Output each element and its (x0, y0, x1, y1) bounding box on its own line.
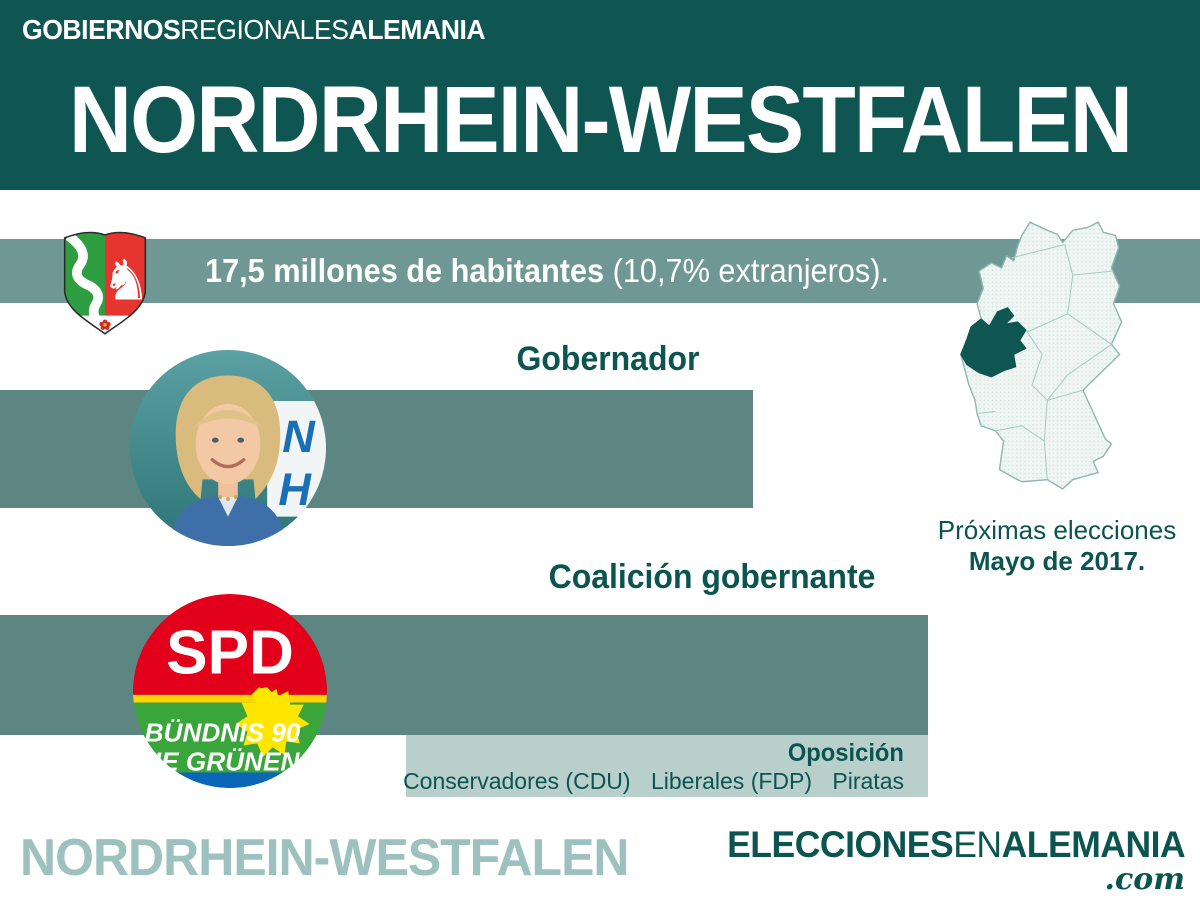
opposition-content: Oposición Conservadores (CDU) Liberales … (403, 739, 904, 795)
header-banner: GOBIERNOSREGIONALESALEMANIA NORDRHEIN-WE… (0, 0, 1200, 190)
opposition-party-cdu: Conservadores (CDU) (403, 768, 631, 794)
opposition-heading: Oposición (787, 739, 904, 767)
next-elections-date: Mayo de 2017. (968, 546, 1146, 576)
shield-outline (63, 231, 147, 335)
governor-photo: N H (130, 350, 326, 546)
governor-heading: Gobernador (516, 340, 700, 378)
necklace (218, 495, 238, 501)
footer-site-name: ELECCIONESENALEMANIA (726, 824, 1186, 866)
site-en: EN (952, 824, 1002, 865)
opposition-band: Oposición Conservadores (CDU) Liberales … (403, 735, 928, 797)
governor-band: Hannelore Kraft (SPD) desde 2010 (0, 390, 753, 878)
germany-map-icon (960, 221, 1123, 490)
next-elections-caption: Próximas elecciones Mayo de 2017. (932, 515, 1182, 577)
governor-portrait-icon: N H (130, 350, 326, 546)
governor-name: Hannelore Kraft (SPD) (0, 795, 306, 836)
population-bold: 17,5 millones de habitantes (205, 252, 605, 289)
population-text: 17,5 millones de habitantes (10,7% extra… (205, 239, 889, 303)
yellow-stripe (133, 694, 327, 703)
next-elections-label: Próximas elecciones (937, 515, 1177, 545)
tagline-regionales: REGIONALES (180, 14, 349, 45)
sunflower-icon (235, 687, 310, 757)
face (195, 403, 261, 485)
site-tld: .com (1104, 862, 1185, 897)
opposition-party-fdp: Liberales (FDP) (650, 768, 813, 794)
footer-site-logo: ELECCIONESENALEMANIA .com (708, 824, 1186, 897)
nrw-region (960, 307, 1027, 378)
westphalia-horse-icon: ♞ (101, 248, 151, 313)
opposition-parties: Conservadores (CDU) Liberales (FDP) Pira… (403, 768, 904, 795)
spd-logo-text: SPD (166, 619, 294, 688)
spd-gruenen-logo-icon: SPD BÜNDNIS 90 DIE GRÜNEN (133, 594, 327, 788)
tagline-gobiernos: GOBIERNOS (22, 14, 181, 45)
coat-of-arms-icon: ♞ (63, 231, 151, 335)
state-borders (977, 244, 1114, 480)
lippe-rose-icon (99, 319, 111, 330)
footer-region-title: NORDRHEIN-WESTFALEN (20, 829, 629, 887)
tagline-alemania: ALEMANIA (348, 14, 486, 45)
eyes (211, 437, 245, 443)
germany-map (950, 212, 1165, 497)
gruenen-text: DIE GRÜNEN (135, 747, 301, 777)
site-elecciones: ELECCIONES (726, 824, 954, 865)
blazer (169, 495, 287, 546)
site-tagline: GOBIERNOSREGIONALESALEMANIA (22, 14, 486, 46)
coalition-logo: SPD BÜNDNIS 90 DIE GRÜNEN (133, 594, 327, 788)
smile (210, 458, 246, 469)
population-regular: (10,7% extranjeros). (604, 252, 889, 289)
sign-letter-h: H (278, 464, 312, 515)
site-alemania: ALEMANIA (1001, 824, 1185, 865)
governor-text: Hannelore Kraft (SPD) desde 2010 (0, 794, 306, 880)
rhine-river-band (65, 232, 103, 326)
opposition-party-piratas: Piratas (832, 768, 904, 794)
nrw-coat-of-arms: ♞ (57, 226, 153, 337)
sign-letter-n: N (282, 411, 316, 462)
buendnis-text: BÜNDNIS 90 (145, 717, 301, 747)
governor-since: desde 2010 (135, 840, 306, 878)
background-sign (267, 400, 326, 517)
hair-fringe (192, 409, 264, 429)
page-title: NORDRHEIN-WESTFALEN (68, 67, 1133, 173)
coalition-heading: Coalición gobernante (548, 558, 876, 596)
collar (218, 497, 238, 517)
